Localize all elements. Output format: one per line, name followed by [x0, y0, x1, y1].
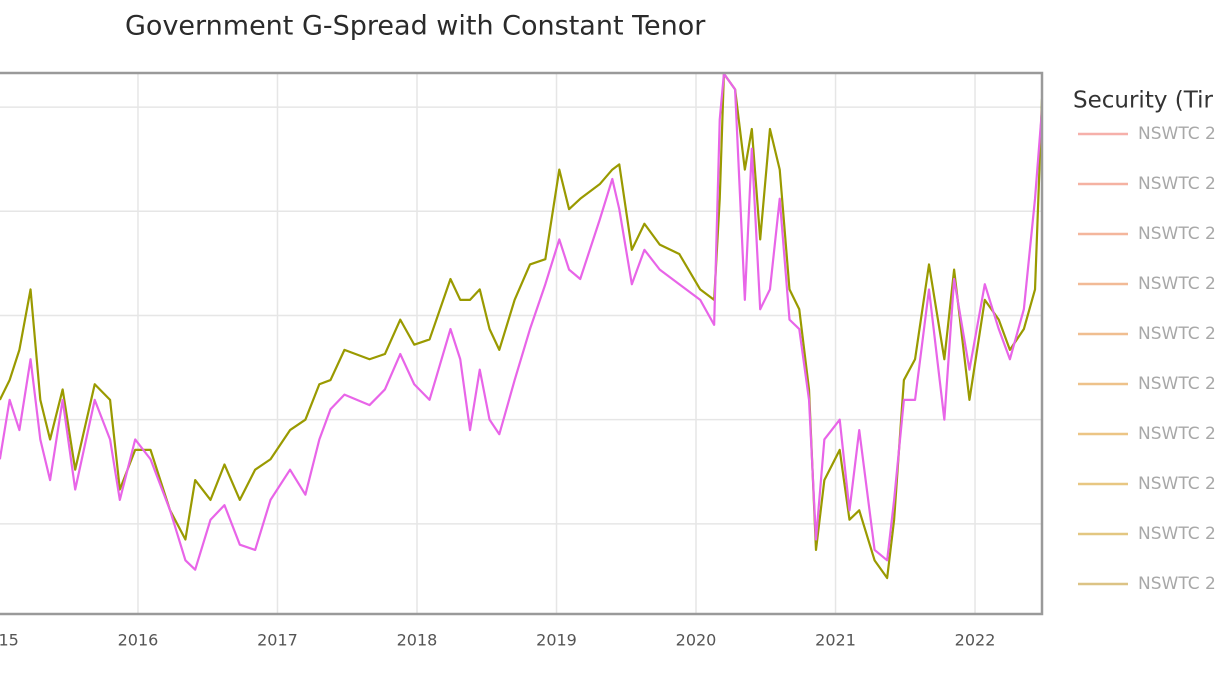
- x-tick-label: 2015: [0, 631, 19, 650]
- series-line: [0, 73, 1042, 571]
- legend-label: NSWTC 2: [1138, 574, 1216, 594]
- chart-title: Government G-Spread with Constant Tenor: [125, 11, 706, 42]
- x-tick-label: 2019: [536, 631, 577, 650]
- plot-frame: [0, 71, 1044, 616]
- x-tick-label: 2017: [257, 631, 298, 650]
- x-tick-label: 2022: [955, 631, 996, 650]
- x-axis: 2015 2016 2017 2018 2019 2020 2021 2022: [0, 631, 995, 650]
- legend-label: NSWTC 2: [1138, 374, 1216, 394]
- legend-label: NSWTC 2: [1138, 324, 1216, 344]
- grid: [0, 73, 1042, 614]
- x-tick-label: 2018: [397, 631, 438, 650]
- legend-label: NSWTC 2: [1138, 424, 1216, 444]
- legend-label: NSWTC 2: [1138, 274, 1216, 294]
- series-line: [0, 73, 1042, 580]
- x-tick-label: 2021: [815, 631, 856, 650]
- x-tick-label: 2016: [118, 631, 159, 650]
- legend-label: NSWTC 2: [1138, 224, 1216, 244]
- legend-title: Security (Tir: [1073, 88, 1213, 114]
- legend: Security (Tir NSWTC 2 NSWTC 2 NSWTC 2 NSWTC…: [1073, 88, 1216, 595]
- legend-label: NSWTC 2: [1138, 524, 1216, 544]
- plot-lines: [0, 73, 1042, 580]
- legend-label: NSWTC 2: [1138, 174, 1216, 194]
- legend-label: NSWTC 2: [1138, 474, 1216, 494]
- x-tick-label: 2020: [676, 631, 717, 650]
- legend-label: NSWTC 2: [1138, 124, 1216, 144]
